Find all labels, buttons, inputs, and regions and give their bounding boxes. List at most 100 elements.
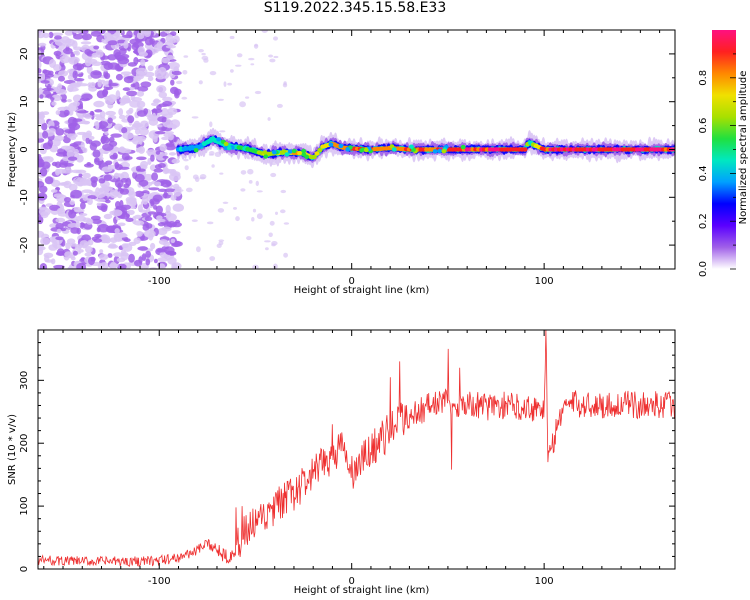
spectrogram-cell: [136, 31, 145, 40]
spectrogram-cell: [54, 35, 62, 40]
spectrogram-cell: [107, 94, 117, 103]
spectrogram-cell: [38, 156, 43, 165]
spectrogram-cell: [156, 248, 167, 253]
spectrogram-cell: [42, 32, 50, 39]
spectrogram-cell: [104, 237, 111, 244]
spectrogram-cell: [68, 56, 79, 65]
spectrogram-cell: [217, 208, 225, 213]
figure-title: S119.2022.345.15.58.E33: [263, 0, 447, 16]
spectrogram-cell: [90, 70, 102, 79]
spectrogram-cell: [116, 257, 126, 263]
colorbar-tick-label: 0.2: [698, 213, 709, 229]
spectrogram-cell: [67, 266, 74, 269]
spectrogram-cell: [40, 72, 46, 82]
spectrogram-cell: [141, 253, 147, 261]
spectrogram-cell: [76, 64, 82, 71]
spectrogram-cell: [280, 189, 287, 194]
spectrogram-cell: [92, 149, 101, 158]
spectrogram-cell: [150, 200, 155, 207]
spectrogram-cell: [164, 169, 169, 173]
spectrogram-cell: [158, 263, 166, 269]
spectrogram-cell: [269, 58, 276, 63]
spectrogram-cell: [209, 256, 216, 261]
spectrogram-cell: [123, 238, 131, 243]
spectrogram-cell: [118, 108, 124, 116]
signal-core: [262, 150, 268, 155]
spectrogram-cell: [270, 172, 277, 178]
spectrogram-cell: [74, 209, 85, 213]
spectrogram-cell: [167, 256, 177, 265]
spectrogram-cell: [135, 70, 145, 80]
spectrogram-cell: [136, 156, 147, 161]
spectrogram-cell: [164, 210, 172, 219]
spectrogram-cell: [90, 140, 101, 147]
spectrogram-cell: [38, 215, 44, 225]
spectrogram-cell: [219, 172, 224, 175]
spectrogram-cell: [140, 59, 146, 67]
spectrogram-cell: [251, 217, 255, 222]
spectrogram-cell: [103, 213, 113, 220]
spectrogram-cell: [276, 103, 283, 108]
spectrogram-cell: [75, 169, 87, 174]
spectrogram-cell: [111, 209, 123, 217]
y-tick-label: 100: [19, 497, 30, 516]
spectrogram-cell: [117, 39, 126, 44]
signal-core: [437, 148, 443, 154]
signal-core: [328, 142, 334, 147]
spectrogram-cell: [118, 114, 126, 120]
spectrogram-cell: [51, 101, 57, 106]
spectrogram-cell: [128, 191, 137, 198]
spectrogram-cell: [72, 101, 80, 107]
spectrogram-cell: [105, 110, 116, 116]
spectrogram-cell: [154, 181, 162, 187]
spectrogram-cell: [126, 99, 131, 104]
signal-core: [345, 147, 351, 152]
spectrogram-cell: [117, 57, 130, 65]
spectrogram-cell: [194, 176, 200, 182]
spectrogram-cell: [69, 200, 75, 206]
spectrogram-cell: [182, 70, 188, 75]
spectrogram-cell: [99, 249, 104, 254]
spectrogram-cell: [67, 156, 78, 161]
spectrogram-cell: [156, 41, 164, 50]
spectrogram-cell: [150, 154, 155, 162]
spectrogram-cell: [88, 256, 95, 266]
spectrogram-cell: [217, 98, 224, 101]
spectrogram-cell: [47, 83, 52, 92]
spectrogram-cell: [140, 81, 152, 88]
spectrogram-cell: [157, 257, 168, 262]
spectrogram-cell: [233, 207, 237, 210]
spectrogram-cell: [48, 31, 54, 39]
spectrogram-cell: [201, 52, 206, 56]
spectrogram-cell: [119, 188, 130, 195]
spectrogram-cell: [91, 61, 102, 66]
spectrogram-cell: [229, 35, 235, 40]
spectrogram-cell: [82, 147, 88, 154]
spectrogram-cell: [153, 168, 164, 173]
spectrogram-cell: [161, 226, 172, 232]
spectrogram-cell: [114, 123, 123, 130]
spectrogram-cell: [100, 136, 110, 144]
spectrogram-cell: [152, 112, 157, 122]
spectrogram-cell: [134, 214, 142, 219]
spectrogram-cell: [50, 189, 58, 193]
spectrogram-cell: [62, 47, 73, 55]
spectrogram-cell: [261, 30, 269, 33]
spectrogram-cell: [168, 191, 173, 196]
spectrogram-cell: [145, 258, 151, 266]
spectrogram-cell: [167, 107, 178, 116]
spectrogram-cell: [158, 188, 167, 192]
spectrogram-cell: [235, 216, 240, 222]
spectrogram-cell: [247, 168, 254, 175]
spectrogram-cell: [53, 264, 65, 269]
spectrogram-cell: [269, 220, 275, 226]
spectrogram-cell: [128, 253, 135, 263]
snr-series-line: [38, 330, 675, 567]
spectrogram-cell: [108, 83, 119, 87]
spectrogram-cell: [148, 187, 160, 191]
spectrogram-cell: [184, 165, 189, 171]
spectrogram-cell: [38, 245, 46, 251]
y-tick-label: 0: [19, 146, 30, 152]
spectrogram-cell: [94, 109, 103, 113]
spectrogram-cell: [68, 110, 74, 116]
